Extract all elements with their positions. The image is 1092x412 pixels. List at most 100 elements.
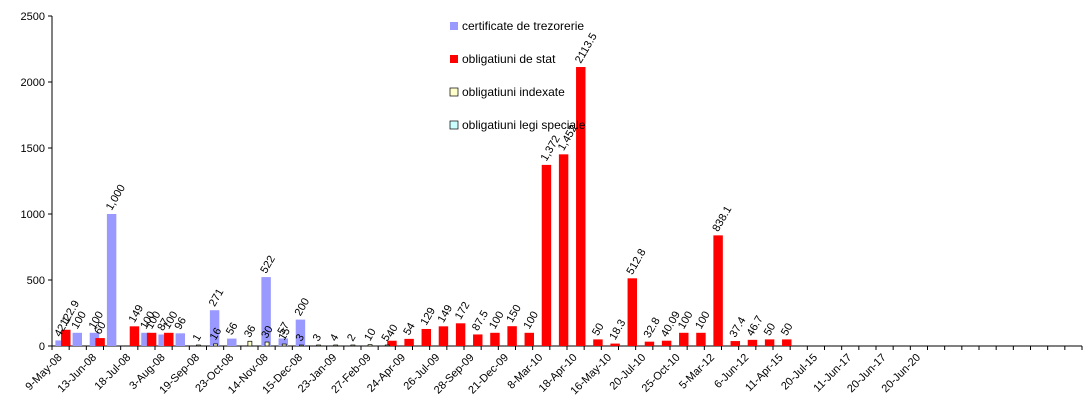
data-label-1-31: 50	[590, 321, 607, 338]
data-label-1-37: 100	[693, 309, 713, 331]
bar-0-5	[141, 332, 151, 346]
bar-0-13	[278, 338, 288, 346]
bar-0-12	[261, 277, 271, 346]
data-label-1-42: 50	[779, 321, 796, 338]
data-label-1-24: 87.5	[470, 308, 491, 333]
bar-0-7	[175, 333, 185, 346]
legend-swatch-2	[449, 87, 459, 97]
data-label-0-9: 271	[207, 287, 227, 309]
bar-0-6	[158, 334, 168, 346]
bar-0-0	[55, 340, 65, 346]
data-label-1-23: 172	[453, 300, 473, 322]
data-label-1-33: 512.8	[624, 247, 648, 277]
bar-1-37	[696, 332, 706, 346]
bar-1-30	[576, 67, 586, 346]
data-label-0-12: 522	[258, 254, 278, 276]
data-label-0-6: 87	[155, 316, 172, 333]
data-label-0-10: 56	[224, 320, 241, 337]
y-tick-label: 1500	[21, 143, 45, 155]
bar-2-17	[350, 344, 356, 347]
data-label-0-14: 200	[293, 296, 313, 318]
data-label-1-34: 32.8	[642, 316, 663, 341]
data-label-1-36: 100	[676, 309, 696, 331]
legend: certificate de trezorerie obligatiuni de …	[449, 19, 586, 132]
data-label-1-41: 50	[762, 321, 779, 338]
bar-1-39	[730, 341, 740, 346]
bar-0-3	[106, 214, 117, 346]
data-label-2-12: 30	[259, 324, 276, 341]
bar-0-2	[89, 332, 100, 346]
data-label-1-22: 149	[436, 303, 456, 325]
bar-0-1	[72, 332, 82, 346]
bar-1-33	[627, 278, 637, 346]
bar-1-35	[661, 340, 672, 346]
bar-1-32	[610, 343, 620, 346]
bar-1-28	[541, 164, 552, 346]
bar-1-5	[146, 332, 157, 346]
legend-label-2: obligatiuni indexate	[462, 85, 565, 99]
y-tick-label: 2000	[21, 77, 45, 89]
bar-1-19	[387, 340, 397, 346]
bar-1-23	[455, 323, 466, 346]
bar-2-12	[264, 341, 270, 347]
data-label-1-19: 40	[384, 323, 401, 340]
data-label-2-18: 10	[362, 327, 379, 344]
bar-2-11	[247, 340, 253, 347]
bar-2-14	[299, 344, 304, 347]
bar-2-19	[384, 344, 390, 347]
legend-swatch-0	[450, 22, 458, 30]
x-tick-label: 5-Mar-12	[677, 352, 717, 392]
bar-1-4	[129, 326, 140, 346]
y-tick-label: 2500	[21, 11, 45, 23]
bar-2-16	[333, 344, 339, 347]
bar-0-9	[209, 310, 220, 346]
bar-1-29	[558, 154, 569, 346]
legend-label-3: obligatiuni legi speciale	[462, 118, 586, 132]
bar-1-0	[61, 329, 71, 346]
bar-1-2	[95, 338, 105, 346]
data-label-2-16: 4	[328, 332, 341, 343]
bar-1-31	[593, 339, 603, 346]
legend-swatch-3	[449, 120, 459, 130]
data-label-1-21: 129	[418, 306, 438, 328]
data-label-2-8: 1	[191, 332, 204, 343]
y-tick-label: 0	[39, 341, 45, 353]
bar-1-25	[490, 332, 500, 346]
data-label-0-3: 1,000	[104, 183, 128, 213]
data-label-1-2: 60	[92, 320, 109, 337]
data-label-1-26: 150	[504, 303, 524, 325]
bar-2-8	[196, 344, 201, 347]
data-label-2-14: 3	[294, 332, 307, 343]
data-label-2-11: 36	[242, 323, 259, 340]
x-tick-label: 11-Apr-15	[743, 352, 786, 395]
bar-0-14	[295, 319, 306, 346]
bar-1-20	[404, 338, 414, 346]
bar-1-36	[679, 332, 689, 346]
bars	[55, 67, 792, 347]
bar-1-38	[713, 235, 723, 346]
data-label-1-27: 100	[521, 309, 541, 331]
bar-1-40	[747, 339, 758, 346]
bar-1-27	[524, 332, 534, 346]
x-tick-label: 18-Jul-08	[92, 352, 133, 393]
bar-2-18	[367, 344, 373, 347]
data-label-1-30: 2113.5	[573, 31, 600, 65]
legend-label-1: obligatiuni de stat	[462, 52, 556, 66]
data-label-2-9: 16	[208, 326, 225, 343]
data-label-2-17: 2	[345, 332, 358, 343]
data-label-1-39: 37.4	[727, 315, 748, 340]
bar-1-21	[421, 328, 431, 346]
bar-1-26	[507, 326, 517, 346]
y-tick-label: 1000	[21, 209, 45, 221]
data-label-1-38: 838.1	[710, 204, 734, 234]
bar-1-41	[764, 339, 775, 346]
data-label-1-20: 54	[401, 321, 418, 338]
bar-2-13	[281, 343, 287, 347]
bar-1-24	[473, 334, 483, 346]
bar-1-6	[164, 332, 174, 346]
bar-1-42	[782, 339, 792, 346]
data-label-1-25: 100	[487, 309, 507, 331]
bar-0-10	[227, 338, 237, 346]
